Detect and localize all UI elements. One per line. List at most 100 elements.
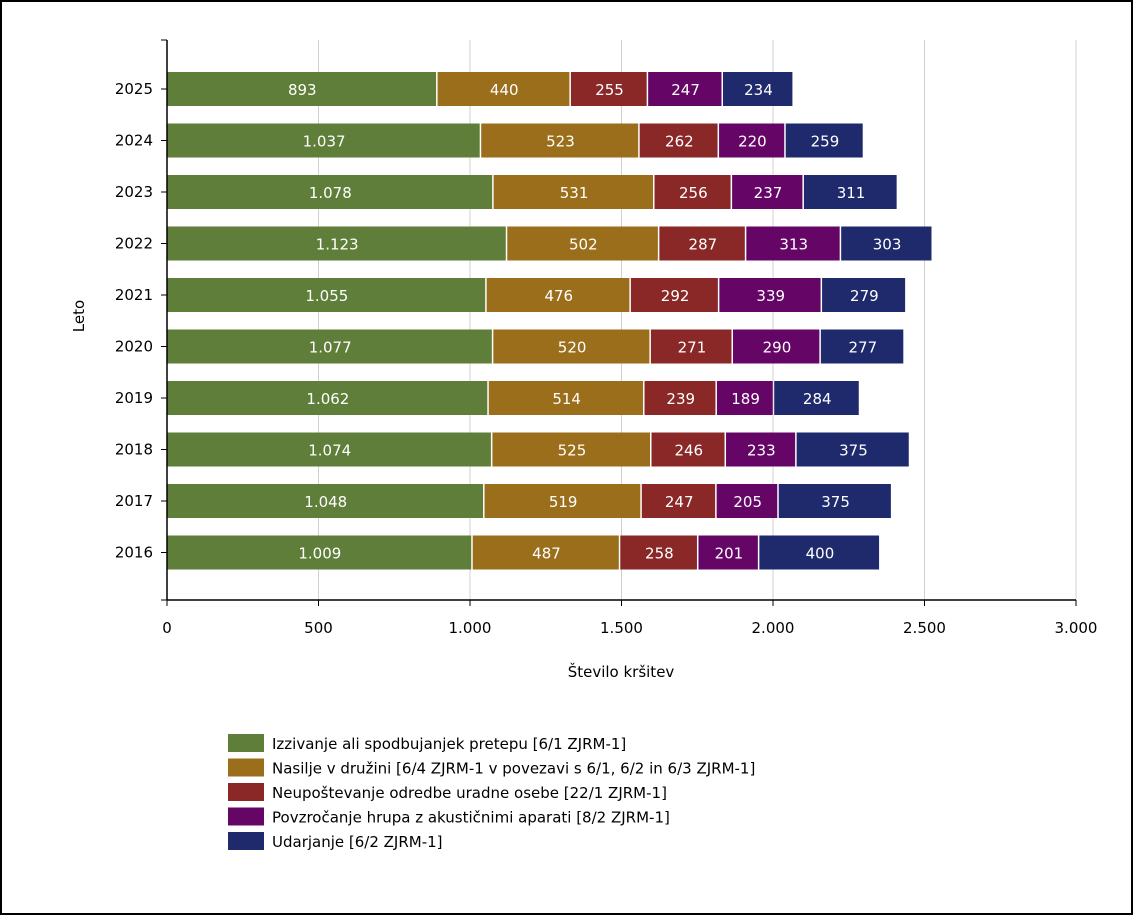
bar-segment (698, 535, 758, 570)
bar-segment (644, 381, 716, 415)
x-tick-label: 2.500 (903, 619, 946, 637)
bar-data-label: 237 (754, 184, 783, 202)
y-tick-label: 2019 (115, 389, 153, 407)
x-tick-label: 1.500 (600, 619, 643, 637)
bar-data-label: 520 (558, 339, 587, 357)
bar-segment (493, 175, 654, 209)
bar-data-label: 339 (756, 287, 785, 305)
bar-segment (437, 72, 570, 106)
bar-segment (486, 278, 630, 312)
bar-segment (484, 484, 641, 518)
bar-segment (167, 72, 437, 106)
bar-segment (733, 329, 820, 364)
bar-data-label: 893 (288, 81, 317, 99)
bar-segment (820, 329, 904, 364)
legend-label: Neupoštevanje odredbe uradne osebe [22/1… (272, 784, 667, 802)
bar-data-label: 220 (738, 133, 767, 151)
bar-data-label: 201 (715, 545, 744, 563)
bar-data-label: 246 (674, 442, 703, 460)
bar-segment (719, 278, 821, 312)
bar-segment (620, 535, 697, 570)
bar-data-label: 277 (849, 339, 878, 357)
bar-data-label: 303 (873, 236, 902, 254)
bar-data-label: 255 (595, 81, 624, 99)
legend-swatch (228, 758, 264, 777)
legend-swatch (228, 807, 264, 826)
bar-data-label: 514 (552, 390, 581, 408)
bar-data-label: 487 (532, 545, 561, 563)
bar-data-label: 531 (560, 184, 589, 202)
bar-data-label: 1.074 (308, 442, 351, 460)
legend-label: Udarjanje [6/2 ZJRM-1] (272, 833, 443, 851)
bar-data-label: 519 (549, 493, 578, 511)
bar-data-label: 1.077 (309, 339, 352, 357)
bar-data-label: 205 (733, 493, 762, 511)
bar-segment (493, 329, 650, 364)
x-tick-label: 500 (304, 619, 333, 637)
bar-segment (796, 432, 909, 467)
y-tick-label: 2016 (115, 544, 153, 562)
bar-segment (723, 72, 793, 106)
bar-segment (488, 381, 644, 415)
bar-data-label: 239 (666, 390, 695, 408)
bar-segment (716, 484, 778, 518)
bar-segment (759, 535, 880, 570)
bar-segment (167, 381, 488, 415)
bar-data-label: 400 (806, 545, 835, 563)
bar-data-label: 1.009 (298, 545, 341, 563)
bar-segment (472, 535, 619, 570)
y-tick-label: 2025 (115, 80, 153, 98)
y-tick-label: 2023 (115, 183, 153, 201)
bar-data-label: 1.123 (316, 236, 359, 254)
bar-segment (659, 226, 745, 261)
bar-data-label: 1.037 (303, 133, 346, 151)
bar-data-label: 290 (763, 339, 792, 357)
bar-data-label: 523 (546, 133, 575, 151)
bar-segment (778, 484, 891, 518)
legend-label: Povzročanje hrupa z akustičnimi aparati … (272, 809, 670, 827)
bar-data-label: 234 (744, 81, 773, 99)
bar-segment (507, 226, 658, 261)
bar-data-label: 247 (671, 81, 700, 99)
bar-segment (167, 484, 484, 518)
bar-data-label: 259 (811, 133, 840, 151)
bar-segment (746, 226, 840, 261)
bar-segment (774, 381, 859, 415)
x-tick-label: 1.000 (449, 619, 492, 637)
bar-data-label: 292 (661, 287, 690, 305)
bar-data-label: 258 (645, 545, 674, 563)
bar-segment (570, 72, 647, 106)
x-tick-label: 3.000 (1055, 619, 1098, 637)
legend-swatch (228, 783, 264, 801)
bar-segment (650, 329, 732, 364)
bar-data-label: 375 (839, 442, 868, 460)
bar-segment (167, 226, 506, 261)
legend-swatch (228, 734, 264, 752)
bar-data-label: 375 (821, 493, 850, 511)
bar-data-label: 313 (779, 236, 808, 254)
bar-segment (716, 381, 773, 415)
bar-segment (732, 175, 803, 209)
bar-data-label: 502 (569, 236, 598, 254)
bar-data-label: 311 (837, 184, 866, 202)
bar-data-label: 189 (731, 390, 760, 408)
bar-data-label: 233 (747, 442, 776, 460)
bar-data-label: 1.078 (309, 184, 352, 202)
legend: Izzivanje ali spodbujanjek pretepu [6/1 … (228, 734, 755, 851)
y-tick-label: 2022 (115, 235, 153, 253)
bar-segment (641, 484, 716, 518)
bar-segment (803, 175, 897, 209)
bar-data-label: 525 (558, 442, 587, 460)
bar-data-label: 1.062 (306, 390, 349, 408)
legend-label: Izzivanje ali spodbujanjek pretepu [6/1 … (272, 735, 626, 753)
bar-segment (841, 226, 932, 261)
bar-segment (719, 123, 785, 158)
bar-segment (167, 278, 486, 312)
bars: 893 440 255 247 234 1.037 523 262 220 259 1.078 531… (167, 72, 932, 570)
bar-segment (639, 123, 718, 158)
bar-data-label: 284 (803, 390, 832, 408)
x-tick-label: 0 (162, 619, 172, 637)
legend-swatch (228, 832, 264, 850)
x-tick-label: 2.000 (752, 619, 795, 637)
